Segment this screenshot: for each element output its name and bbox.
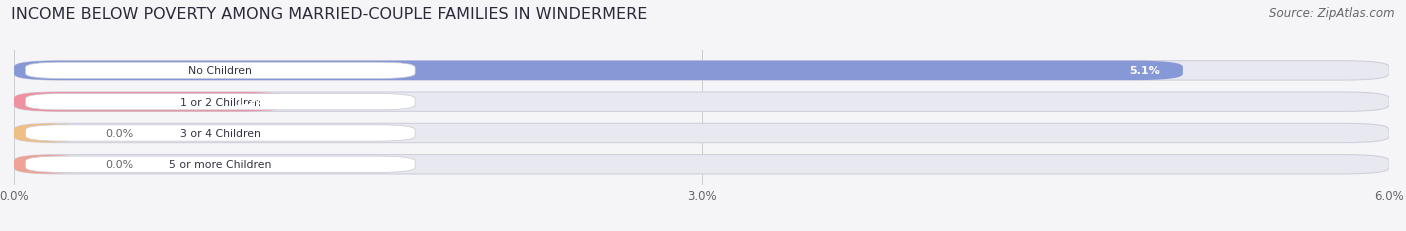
FancyBboxPatch shape [14, 93, 1389, 112]
Text: 3 or 4 Children: 3 or 4 Children [180, 128, 260, 138]
Text: 1.2%: 1.2% [235, 97, 266, 107]
FancyBboxPatch shape [25, 125, 415, 142]
Text: INCOME BELOW POVERTY AMONG MARRIED-COUPLE FAMILIES IN WINDERMERE: INCOME BELOW POVERTY AMONG MARRIED-COUPL… [11, 7, 648, 22]
FancyBboxPatch shape [25, 63, 415, 79]
Text: 5.1%: 5.1% [1129, 66, 1160, 76]
Text: 5 or more Children: 5 or more Children [169, 160, 271, 170]
Text: No Children: No Children [188, 66, 252, 76]
Text: 1 or 2 Children: 1 or 2 Children [180, 97, 260, 107]
FancyBboxPatch shape [14, 61, 1389, 81]
FancyBboxPatch shape [14, 155, 83, 174]
FancyBboxPatch shape [25, 156, 415, 173]
Text: 0.0%: 0.0% [105, 128, 134, 138]
FancyBboxPatch shape [25, 94, 415, 110]
FancyBboxPatch shape [14, 93, 290, 112]
Text: 0.0%: 0.0% [105, 160, 134, 170]
FancyBboxPatch shape [14, 124, 83, 143]
FancyBboxPatch shape [14, 124, 1389, 143]
FancyBboxPatch shape [14, 155, 1389, 174]
FancyBboxPatch shape [14, 61, 1182, 81]
Text: Source: ZipAtlas.com: Source: ZipAtlas.com [1270, 7, 1395, 20]
